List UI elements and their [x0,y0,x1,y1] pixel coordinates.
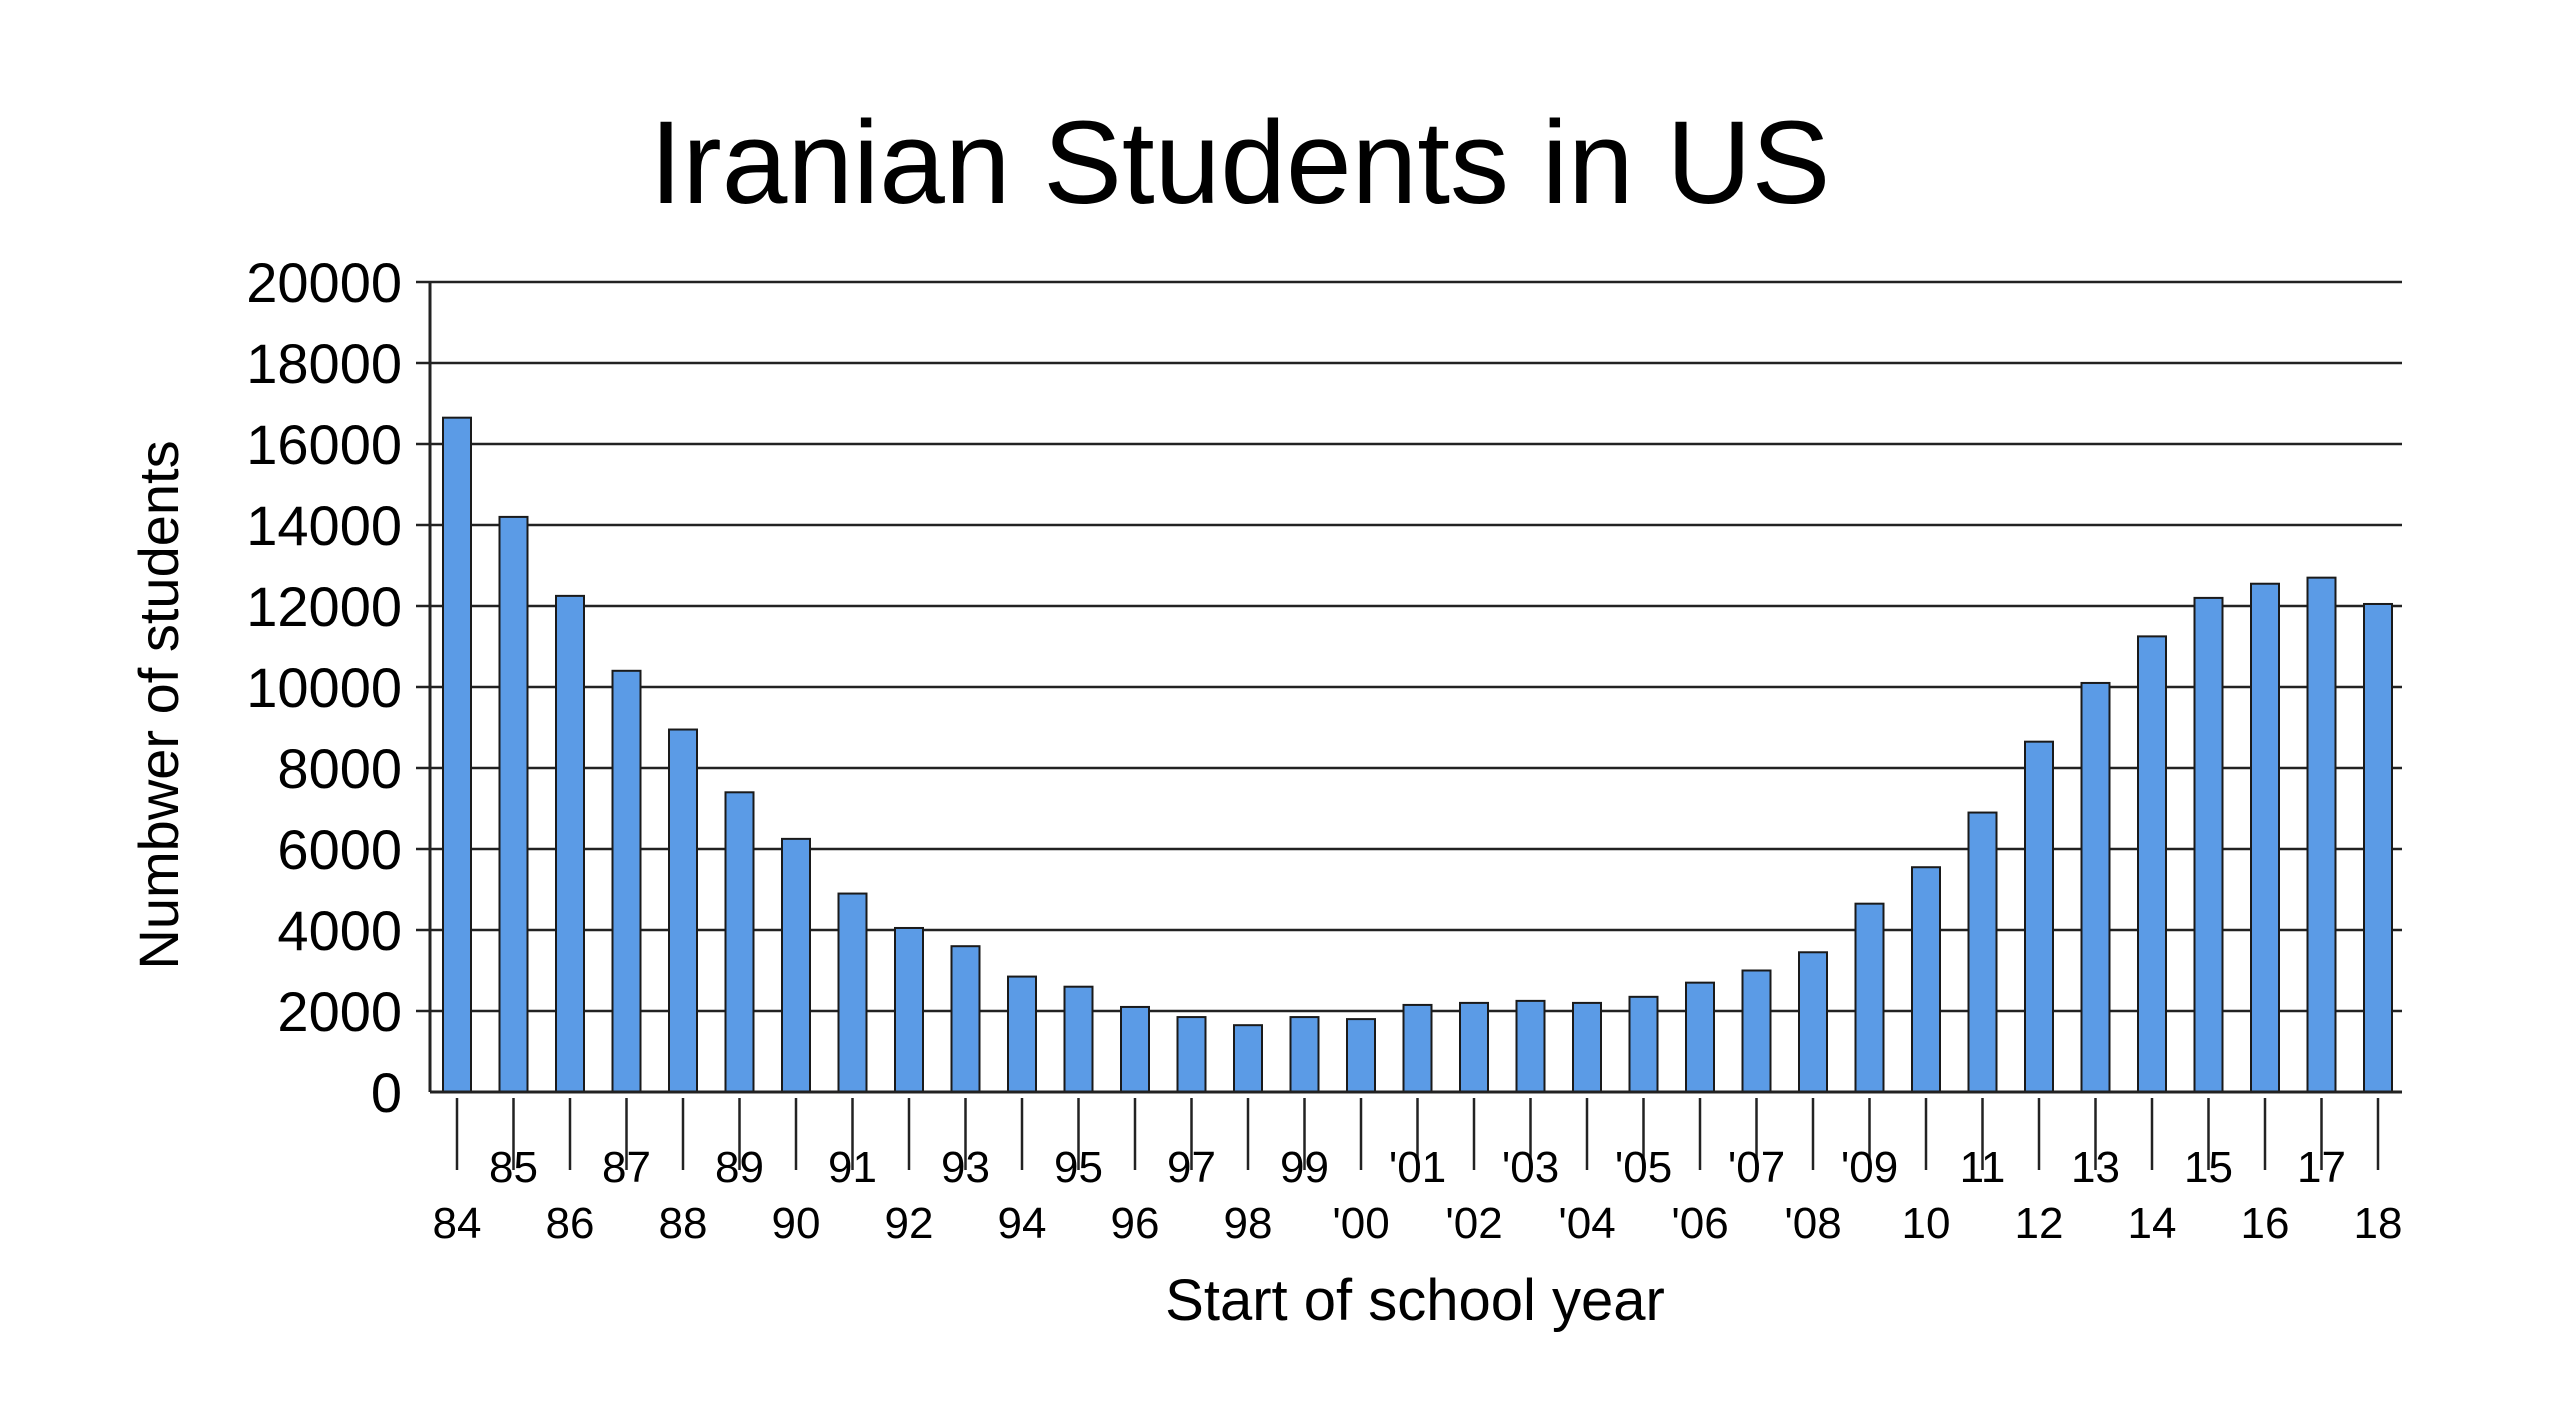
y-tick-labels: 0 2000 4000 6000 8000 10000 12000 14000 16000 180… [246,251,402,1124]
bar [1176,1016,1207,1094]
bar [1572,1001,1602,1094]
bar [1402,1003,1433,1093]
y-tick-label: 4000 [277,899,402,962]
bar [2363,602,2393,1093]
x-tick-label: 10 [1902,1199,1951,1248]
y-tick-label: 0 [371,1061,402,1124]
y-tick-label: 10000 [246,656,402,719]
x-tick-label: 98 [1224,1199,1273,1248]
y-tick-label: 18000 [246,332,402,395]
bars [442,416,2393,1094]
y-tick-label: 20000 [246,251,402,314]
x-tick-label: '00 [1332,1199,1389,1248]
x-tick-label: 18 [2354,1199,2403,1248]
bar [555,594,585,1093]
y-tick-label: 14000 [246,494,402,557]
x-tick-label: 14 [2128,1199,2177,1248]
y-axis-label: Numbwer of students [127,440,190,969]
bar [1628,995,1659,1094]
y-tick-label: 16000 [246,413,402,476]
y-tick-label: 2000 [277,980,402,1043]
bar [1289,1016,1320,1094]
x-tick-label: '08 [1784,1199,1841,1248]
bar [1854,902,1885,1093]
x-tick-label: 13 [2071,1143,2120,1192]
x-tick-label: '01 [1389,1143,1446,1192]
y-tick-label: 12000 [246,575,402,638]
x-tick-label: '03 [1502,1143,1559,1192]
bar [1346,1018,1376,1093]
x-tick-label: '04 [1558,1199,1615,1248]
bar [781,837,811,1093]
bar [1459,1001,1489,1094]
x-tick-label: 12 [2015,1199,2064,1248]
bar [1515,999,1546,1093]
x-tick-label: 99 [1280,1143,1329,1192]
x-tick-label: 96 [1111,1199,1160,1248]
x-tick-label: 85 [489,1143,538,1192]
bar [2306,576,2337,1093]
x-tick-label: '02 [1445,1199,1502,1248]
x-tick-label: '05 [1615,1143,1672,1192]
bar [1120,1005,1150,1094]
bar [950,945,981,1094]
bar [2080,681,2111,1093]
bar [1007,975,1037,1094]
x-tick-marks [455,1098,2380,1170]
x-tick-label: 95 [1054,1143,1103,1192]
bar [2193,596,2224,1094]
bar [442,416,472,1093]
x-tick-label: 93 [941,1143,990,1192]
bar [1741,969,1772,1093]
bar [2137,635,2167,1093]
bar [1233,1024,1263,1094]
bar [2250,582,2280,1093]
x-tick-label: '06 [1671,1199,1728,1248]
x-tick-label: 84 [433,1199,482,1248]
x-tick-label: '09 [1841,1143,1898,1192]
x-tick-label: 16 [2241,1199,2290,1248]
bar [894,926,924,1093]
bar [1685,981,1715,1094]
x-tick-label: 86 [546,1199,595,1248]
x-tick-label: 91 [828,1143,877,1192]
bar [1798,951,1828,1094]
x-tick-label: 89 [715,1143,764,1192]
y-tick-label: 6000 [277,818,402,881]
bar [2024,740,2054,1093]
x-tick-label: 88 [659,1199,708,1248]
x-tick-label: '07 [1728,1143,1785,1192]
bar [724,791,755,1093]
bar [1063,985,1094,1094]
bar [498,515,529,1093]
x-tick-label: 92 [885,1199,934,1248]
x-tick-label: 11 [1960,1143,2006,1192]
bar [837,892,868,1093]
bar [1911,866,1941,1093]
chart-title: Iranian Students in US [650,97,1831,229]
x-axis-label: Start of school year [1165,1268,1665,1333]
x-tick-label: 94 [998,1199,1047,1248]
y-tick-label: 8000 [277,737,402,800]
x-tick-label: 97 [1167,1143,1216,1192]
bar [668,728,698,1094]
bar [1967,811,1998,1093]
x-tick-label: 90 [772,1199,821,1248]
bar [611,669,642,1093]
x-tick-label: 17 [2297,1143,2346,1192]
x-tick-label: 87 [602,1143,651,1192]
x-tick-label: 15 [2184,1143,2233,1192]
